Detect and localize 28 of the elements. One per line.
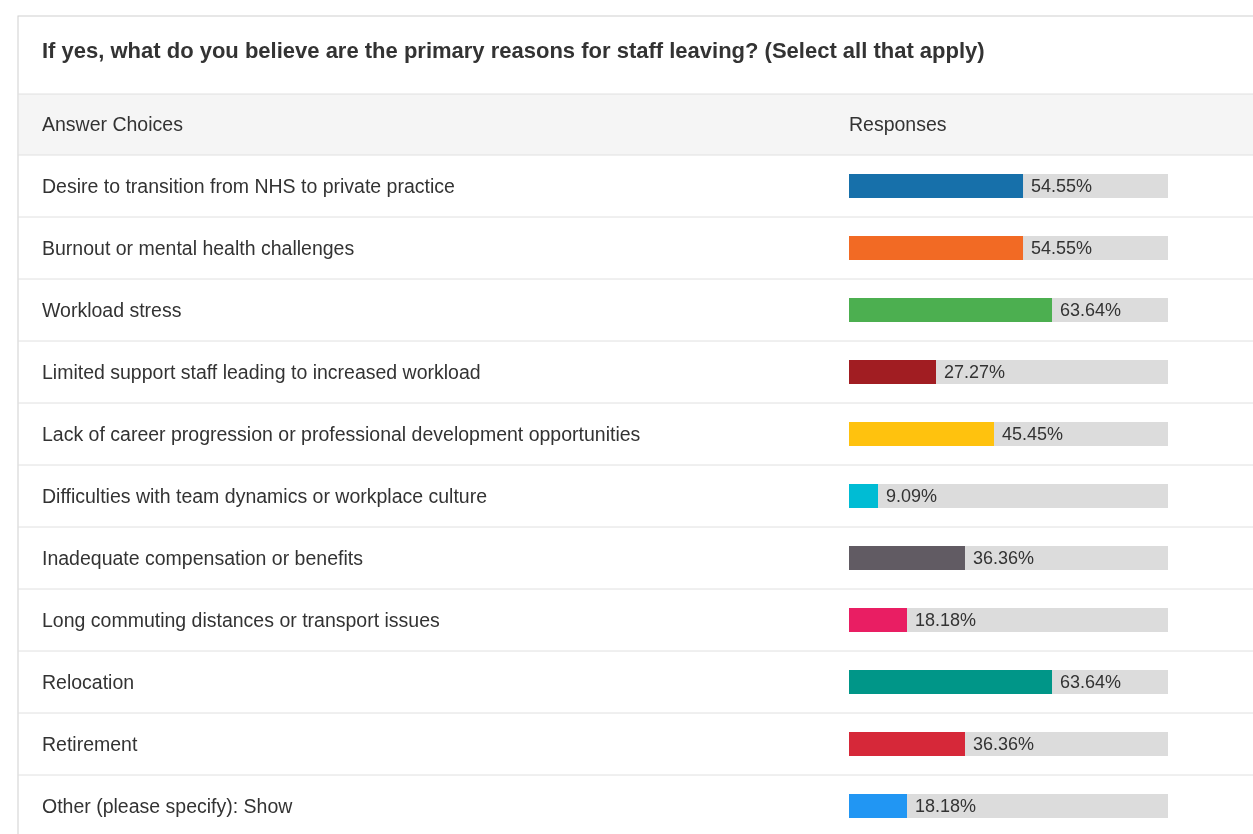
y-tick-label: Long commuting distances or transport issues (42, 608, 441, 631)
y-tick-label: Relocation (42, 670, 135, 693)
bar (849, 608, 907, 632)
y-axis-title: Answer Choices (42, 112, 184, 135)
y-tick-label: Inadequate compensation or benefits (42, 546, 364, 569)
y-tick-label: Other (please specify): Show (42, 794, 294, 817)
data-label: 27.27% (943, 362, 1006, 383)
data-label: 63.64% (1060, 672, 1122, 693)
data-label: 36.36% (972, 734, 1035, 755)
data-label: 54.55% (1031, 176, 1093, 197)
y-tick-label: Desire to transition from NHS to private practice (42, 174, 455, 197)
y-tick-label: Workload stress (42, 298, 182, 321)
data-label: 18.18% (914, 610, 977, 631)
y-tick-label: Difficulties with team dynamics or workplace culture (42, 484, 488, 507)
data-label: 54.55% (1031, 238, 1093, 259)
data-label: 9.09% (886, 486, 938, 507)
data-label: 45.45% (1001, 424, 1064, 445)
text: If yes, what do you believe are the primary reasons for staff leaving? (Select all that apply) (42, 37, 985, 63)
y-tick-label: Retirement (42, 732, 138, 755)
x-axis-title: Responses (849, 112, 947, 135)
data-label: 36.36% (972, 548, 1035, 569)
y-tick-label: Burnout or mental health challenges (42, 236, 355, 259)
data-label: 18.18% (914, 796, 977, 817)
bar (849, 794, 907, 818)
y-tick-label: Limited support staff leading to increased workload (42, 360, 481, 383)
y-tick-label: Lack of career progression or professional development opportunities (42, 422, 641, 445)
data-label: 63.64% (1060, 300, 1122, 321)
bar (849, 484, 878, 508)
